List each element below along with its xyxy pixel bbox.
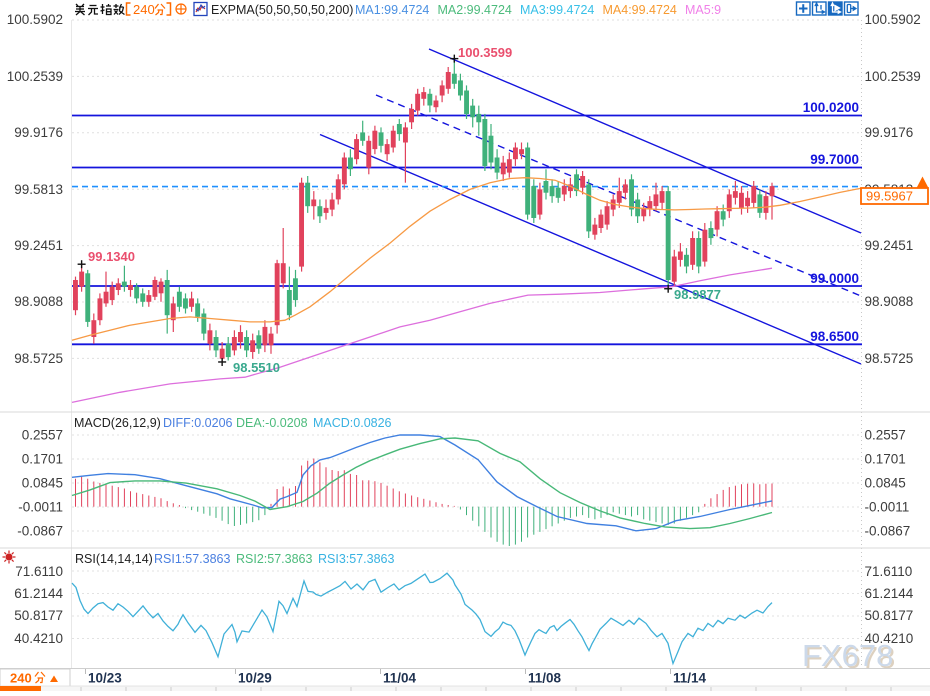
svg-text:MA4:99.4724: MA4:99.4724 xyxy=(603,3,677,17)
svg-text:98.5510: 98.5510 xyxy=(233,360,280,375)
svg-text:98.6500: 98.6500 xyxy=(810,329,859,344)
svg-text:240: 240 xyxy=(10,671,32,686)
svg-text:DIFF:0.0206: DIFF:0.0206 xyxy=(163,416,233,430)
svg-text:MACD(26,12,9): MACD(26,12,9) xyxy=(74,416,161,430)
svg-text:MACD:0.0826: MACD:0.0826 xyxy=(313,416,392,430)
svg-text:71.6110: 71.6110 xyxy=(15,564,63,579)
svg-text:0.2557: 0.2557 xyxy=(865,428,906,443)
svg-text:100.3599: 100.3599 xyxy=(458,45,512,60)
svg-text:99.2451: 99.2451 xyxy=(14,238,63,253)
svg-text:EXPMA(50,50,50,50,200): EXPMA(50,50,50,50,200) xyxy=(211,3,353,17)
svg-text:0.1701: 0.1701 xyxy=(22,452,63,467)
svg-text:50.8177: 50.8177 xyxy=(14,608,63,623)
svg-text:98.5725: 98.5725 xyxy=(14,351,63,366)
svg-text:-0.0011: -0.0011 xyxy=(865,500,910,515)
svg-text:0.0845: 0.0845 xyxy=(865,476,906,491)
svg-text:MA3:99.4724: MA3:99.4724 xyxy=(520,3,594,17)
svg-text:100.5902: 100.5902 xyxy=(865,12,921,27)
svg-text:98.9088: 98.9088 xyxy=(865,294,914,309)
svg-text:RSI(14,14,14): RSI(14,14,14) xyxy=(75,552,153,566)
svg-text:99.1340: 99.1340 xyxy=(88,249,135,264)
svg-text:100.2539: 100.2539 xyxy=(865,69,921,84)
svg-text:RSI2:57.3863: RSI2:57.3863 xyxy=(236,552,312,566)
svg-text:98.5725: 98.5725 xyxy=(865,351,914,366)
svg-text:99.2451: 99.2451 xyxy=(865,238,914,253)
svg-text:99.7000: 99.7000 xyxy=(810,152,859,167)
svg-text:99.9176: 99.9176 xyxy=(14,125,63,140)
svg-text:11/08: 11/08 xyxy=(528,671,562,686)
svg-text:FX678: FX678 xyxy=(802,638,893,673)
svg-text:0.1701: 0.1701 xyxy=(865,452,906,467)
svg-text:MA2:99.4724: MA2:99.4724 xyxy=(438,3,512,17)
svg-text:0.0845: 0.0845 xyxy=(22,476,63,491)
svg-text:-0.0867: -0.0867 xyxy=(17,524,63,539)
svg-text:98.9088: 98.9088 xyxy=(14,294,63,309)
svg-text:10/29: 10/29 xyxy=(238,671,272,686)
svg-text:40.4210: 40.4210 xyxy=(14,631,63,646)
svg-text:61.2144: 61.2144 xyxy=(865,586,914,601)
svg-text:100.2539: 100.2539 xyxy=(7,69,63,84)
svg-text:10/23: 10/23 xyxy=(88,671,122,686)
svg-text:-0.0011: -0.0011 xyxy=(18,500,63,515)
svg-text:71.6110: 71.6110 xyxy=(865,564,913,579)
svg-text:DEA:-0.0208: DEA:-0.0208 xyxy=(236,416,308,430)
svg-text:100.0200: 100.0200 xyxy=(803,100,859,115)
svg-text:MA5:9: MA5:9 xyxy=(685,3,721,17)
svg-text:99.5813: 99.5813 xyxy=(14,182,63,197)
svg-text:98.9877: 98.9877 xyxy=(674,287,721,302)
svg-text:100.5902: 100.5902 xyxy=(7,12,63,27)
svg-text:MA1:99.4724: MA1:99.4724 xyxy=(355,3,429,17)
svg-text:61.2144: 61.2144 xyxy=(14,586,63,601)
svg-text:99.0000: 99.0000 xyxy=(810,271,859,286)
svg-text:40.4210: 40.4210 xyxy=(865,631,914,646)
svg-text:-0.0867: -0.0867 xyxy=(865,524,911,539)
svg-text:240: 240 xyxy=(133,2,155,17)
svg-text:99.5967: 99.5967 xyxy=(866,189,913,204)
svg-text:RSI3:57.3863: RSI3:57.3863 xyxy=(318,552,394,566)
svg-text:99.9176: 99.9176 xyxy=(865,125,914,140)
svg-text:11/14: 11/14 xyxy=(673,671,707,686)
svg-text:RSI1:57.3863: RSI1:57.3863 xyxy=(154,552,230,566)
svg-text:0.2557: 0.2557 xyxy=(22,428,63,443)
svg-text:50.8177: 50.8177 xyxy=(865,608,914,623)
svg-text:11/04: 11/04 xyxy=(383,671,417,686)
